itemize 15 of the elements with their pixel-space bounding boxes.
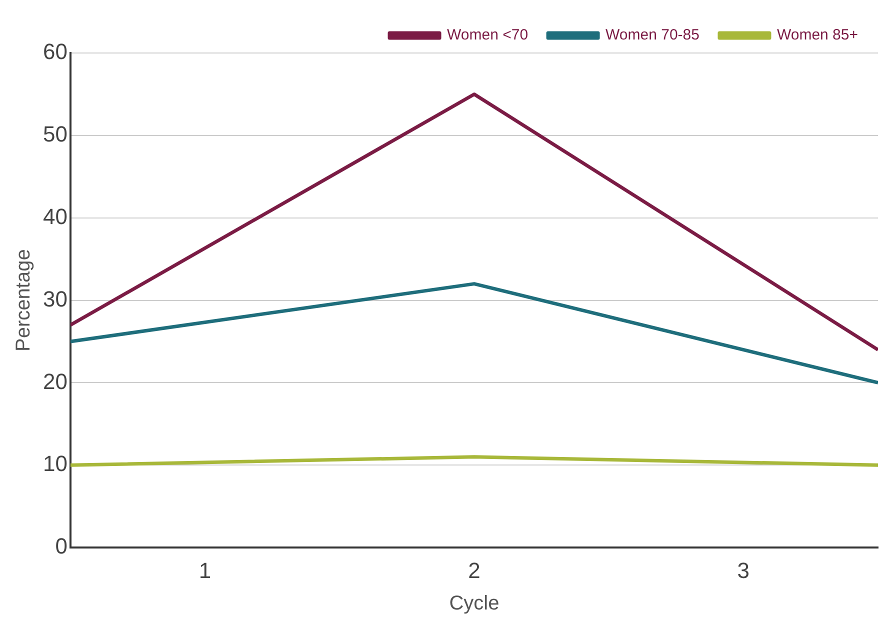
x-tick-label: 2 — [468, 558, 480, 583]
y-tick-label: 30 — [42, 286, 68, 312]
x-axis-title: Cycle — [449, 592, 500, 615]
legend-label: Women 85+ — [776, 26, 858, 44]
x-tick-label: 1 — [198, 558, 212, 583]
y-tick-label: 0 — [55, 534, 68, 559]
y-tick-label: 20 — [42, 368, 68, 394]
legend-label: Women <70 — [447, 26, 528, 44]
y-tick-label: 60 — [42, 39, 68, 64]
y-axis-title: Percentage — [12, 249, 35, 352]
legend-label: Women 70-85 — [606, 26, 700, 44]
y-tick-label: 10 — [42, 451, 68, 476]
y-tick-label: 40 — [42, 204, 68, 229]
y-tick-label: 50 — [42, 121, 68, 146]
x-tick-label: 3 — [737, 558, 750, 583]
